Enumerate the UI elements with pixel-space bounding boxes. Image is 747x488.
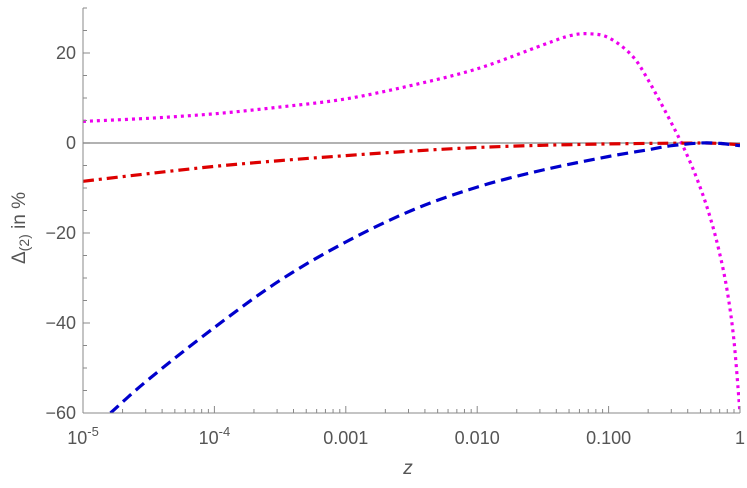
x-tick-exponent: -4 <box>219 424 231 439</box>
plot-area <box>83 32 740 413</box>
y-axis-label-suffix: in % <box>9 192 30 234</box>
series-line-blue-dashed <box>109 141 740 413</box>
x-tick-label: 0.010 <box>455 428 500 448</box>
x-tick-label: 1 <box>735 428 745 448</box>
y-axis-label-subscript: (2) <box>16 234 32 251</box>
x-axis-label: z <box>402 458 413 479</box>
y-axis-label-symbol: Δ <box>9 251 30 264</box>
x-tick-exponent: -5 <box>87 424 99 439</box>
series-line-red-dash-dot <box>83 141 740 183</box>
x-tick-label: 10-5 <box>67 424 99 448</box>
x-tick-label: 10-4 <box>199 424 231 448</box>
x-tick-label: 0.001 <box>323 428 368 448</box>
series-line-magenta-dotted <box>83 32 740 413</box>
y-tick-label: 0 <box>66 133 76 153</box>
x-tick-label: 0.100 <box>586 428 631 448</box>
y-axis-label: Δ(2) in % <box>9 192 32 264</box>
y-tick-label: −60 <box>45 403 76 423</box>
y-tick-label: −20 <box>45 223 76 243</box>
y-tick-label: 20 <box>56 43 76 63</box>
y-tick-label: −40 <box>45 313 76 333</box>
